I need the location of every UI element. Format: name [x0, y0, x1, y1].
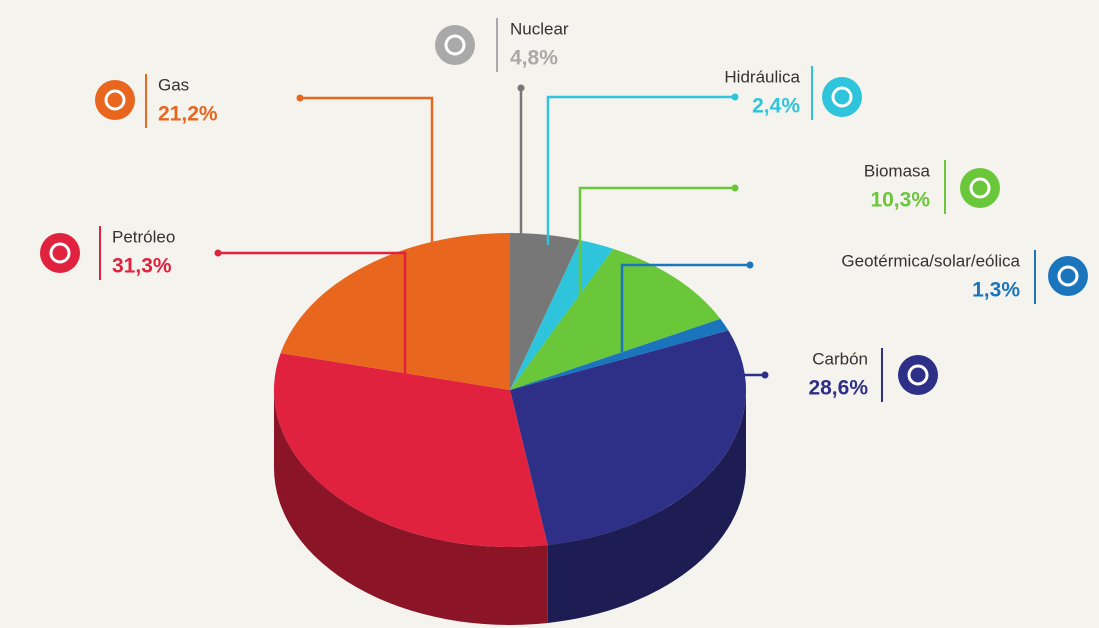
leader-dot — [731, 93, 739, 101]
category-label: Petróleo — [112, 227, 175, 246]
icon — [960, 168, 1000, 208]
leader-line — [546, 95, 735, 245]
leader-dot — [214, 249, 222, 257]
icon-detail — [104, 89, 126, 111]
icon-detail — [969, 177, 991, 199]
icon — [1048, 256, 1088, 296]
leader-dot — [296, 94, 304, 102]
category-label: Carbón — [812, 349, 868, 368]
category-label: Biomasa — [864, 161, 931, 180]
slice — [274, 353, 548, 547]
leader-line — [300, 96, 434, 305]
leader-dot — [731, 184, 739, 192]
slice — [510, 248, 721, 390]
value-label: 2,4% — [752, 95, 800, 118]
leader-dot — [746, 261, 754, 269]
leader-line — [620, 263, 750, 352]
icon-detail — [1057, 265, 1079, 287]
slice — [510, 240, 614, 390]
icon-detail — [831, 86, 853, 108]
value-label: 31,3% — [112, 255, 172, 278]
icon-detail — [444, 34, 466, 56]
slice — [510, 330, 746, 545]
leader-line — [578, 186, 735, 320]
leader-line — [590, 373, 765, 430]
leader-line — [218, 251, 407, 460]
category-label: Nuclear — [510, 19, 569, 38]
slice — [280, 233, 510, 390]
slice-side — [274, 390, 548, 625]
value-label: 4,8% — [510, 47, 558, 70]
icon-detail — [49, 242, 71, 264]
icon — [898, 355, 938, 395]
icon-detail — [907, 364, 929, 386]
slice — [510, 318, 729, 390]
value-label: 1,3% — [972, 279, 1020, 302]
value-label: 28,6% — [808, 377, 868, 400]
icon — [822, 77, 862, 117]
slice-side — [547, 390, 746, 623]
category-label: Geotérmica/solar/eólica — [841, 251, 1020, 270]
leader-dot — [517, 84, 525, 92]
value-label: 21,2% — [158, 103, 218, 126]
category-label: Gas — [158, 75, 189, 94]
icon — [435, 25, 475, 65]
icon — [40, 233, 80, 273]
leader-dot — [761, 371, 769, 379]
icon — [95, 80, 135, 120]
category-label: Hidráulica — [724, 67, 800, 86]
value-label: 10,3% — [870, 189, 930, 212]
slice — [510, 233, 581, 390]
